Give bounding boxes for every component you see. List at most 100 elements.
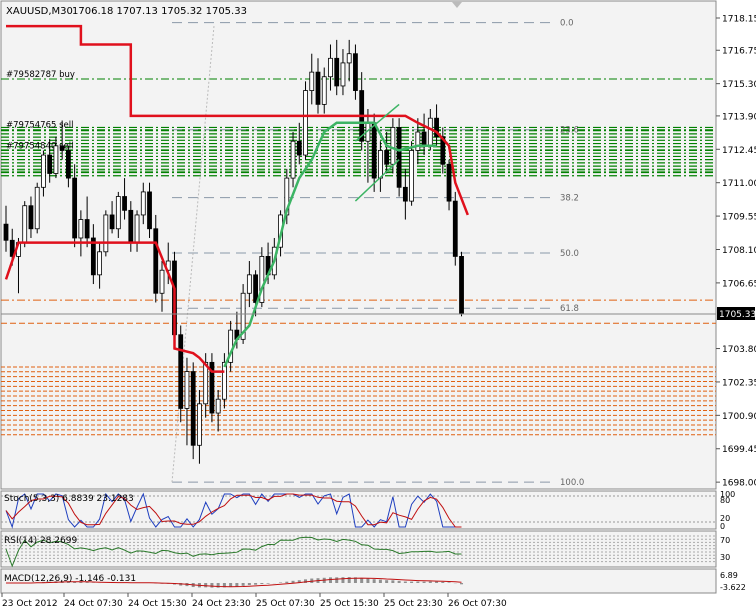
macd-plot-area [0, 568, 717, 594]
candle-body [103, 214, 109, 253]
time-axis-label: 25 Oct 07:30 [256, 599, 315, 609]
candle-body [128, 209, 134, 243]
candle-body [353, 53, 358, 91]
candle-body [221, 361, 227, 400]
fibonacci-label: 38.2 [560, 194, 579, 204]
fibonacci-label: 0.0 [560, 19, 574, 29]
price-axis-label: 1699.45 [722, 445, 756, 455]
candle-body [147, 191, 152, 230]
candle-body [184, 371, 190, 409]
macd-top-tick: 6.89 [720, 571, 738, 580]
main-price-panel: #79582787 buy #79754765 sell #79754840 sel… [0, 0, 717, 490]
candle-body [303, 90, 308, 156]
candle-body [402, 186, 408, 202]
candle-body [215, 398, 221, 414]
current-price-tag: 1705.33 [717, 307, 756, 320]
order-label: #79582787 buy [6, 70, 75, 80]
candle-body [53, 145, 59, 174]
green-trailing-line [223, 121, 437, 368]
candle-body [434, 117, 439, 138]
candle-body [253, 274, 259, 303]
rsi-level-70-tick: 70 [720, 536, 730, 545]
candle-body [246, 274, 252, 294]
time-axis-label: 25 Oct 23:30 [384, 599, 443, 609]
candle-body [9, 239, 15, 257]
order-label: #79754765 sell [6, 121, 73, 131]
candle-body [3, 223, 9, 241]
time-axis-label: 24 Oct 07:30 [64, 599, 123, 609]
price-axis-label: 1712.45 [722, 146, 756, 156]
candle-body [109, 214, 115, 230]
candle-body [72, 177, 78, 239]
candle-body [66, 150, 71, 179]
stoch-max-tick: 100 [720, 490, 735, 499]
price-axis: 1718.15 1716.75 1715.30 1713.90 1712.45 1711.… [716, 15, 756, 489]
stoch-level-20-tick: 20 [720, 514, 730, 523]
candle-body [153, 228, 159, 294]
candle-body [203, 361, 209, 405]
price-axis-label: 1715.30 [722, 80, 756, 90]
red-trailing-line [6, 24, 469, 216]
candle-body [209, 361, 215, 414]
price-axis-label: 1702.35 [722, 378, 756, 388]
candle-body [296, 140, 302, 156]
candle-body [90, 237, 96, 276]
candle-body [390, 127, 396, 165]
fibonacci-label: 23.6 [560, 126, 579, 136]
time-axis-label: 24 Oct 23:30 [192, 599, 251, 609]
candle-body [340, 62, 346, 87]
main-plot-area [0, 0, 717, 490]
stoch-zero-tick: 0 [720, 522, 725, 531]
candle-body [97, 251, 102, 276]
pending-order-lines: #79582787 buy #79754765 sell #79754840 sel… [1, 70, 716, 177]
candle-body [34, 186, 40, 230]
candle-body [328, 57, 333, 78]
channel-line [354, 103, 400, 142]
price-axis-label: 1718.15 [722, 15, 756, 25]
candle-body [259, 256, 265, 303]
fibonacci-label: 50.0 [560, 249, 579, 259]
price-tag-text: 1705.33 [719, 310, 756, 320]
time-axis: 23 Oct 2012 24 Oct 07:30 24 Oct 15:30 24 Oc… [1, 593, 507, 609]
ohlc-readout: 1706.18 1707.13 1705.32 1705.33 [72, 6, 247, 17]
macd-panel: MACD(12,26,9) -1.146 -0.131 6.89 -3.622 [0, 568, 746, 594]
candle-body [178, 334, 184, 409]
symbol-label: XAUUSD,M30 [6, 6, 73, 17]
rsi-line [5, 536, 462, 568]
fibonacci-label: 61.8 [560, 304, 579, 314]
candle-body [384, 150, 390, 165]
macd-label: MACD(12,26,9) -1.146 -0.131 [4, 574, 136, 584]
price-axis-label: 1711.00 [722, 179, 756, 189]
stoch-main-line [5, 492, 462, 529]
candle-body [240, 292, 246, 340]
price-axis-label: 1698.00 [722, 479, 756, 489]
stoch-label: Stoch(5,3,3) 6.8839 23.1283 [4, 494, 134, 504]
candle-body [140, 191, 146, 216]
chart-shift-marker-icon[interactable] [452, 2, 462, 8]
candle-body [321, 76, 327, 105]
candle-body [415, 131, 421, 151]
fibonacci-levels: 0.0 23.6 38.2 50.0 61.8 100.0 [171, 19, 584, 488]
price-axis-label: 1700.90 [722, 412, 756, 422]
candle-body [159, 269, 165, 294]
candle-body [197, 403, 202, 446]
candle-body [190, 371, 196, 446]
candle-body [47, 154, 53, 174]
rsi-level-30-tick: 30 [720, 553, 730, 562]
price-axis-label: 1706.65 [722, 279, 756, 289]
time-axis-label: 24 Oct 15:30 [128, 599, 187, 609]
channel-line [354, 159, 400, 202]
order-label: #79754840 sell [6, 141, 73, 151]
candle-body [290, 140, 296, 179]
candle-body [315, 71, 321, 105]
stoch-level-80-tick: 80 [720, 496, 730, 505]
fibonacci-label: 100.0 [560, 478, 584, 488]
price-axis-label: 1716.75 [722, 47, 756, 57]
candle-body [371, 122, 377, 179]
time-axis-label: 25 Oct 15:30 [320, 599, 379, 609]
red-support-line [4, 241, 225, 373]
candle-body [427, 117, 433, 147]
candle-body [409, 150, 415, 202]
price-tag-background [717, 307, 755, 320]
